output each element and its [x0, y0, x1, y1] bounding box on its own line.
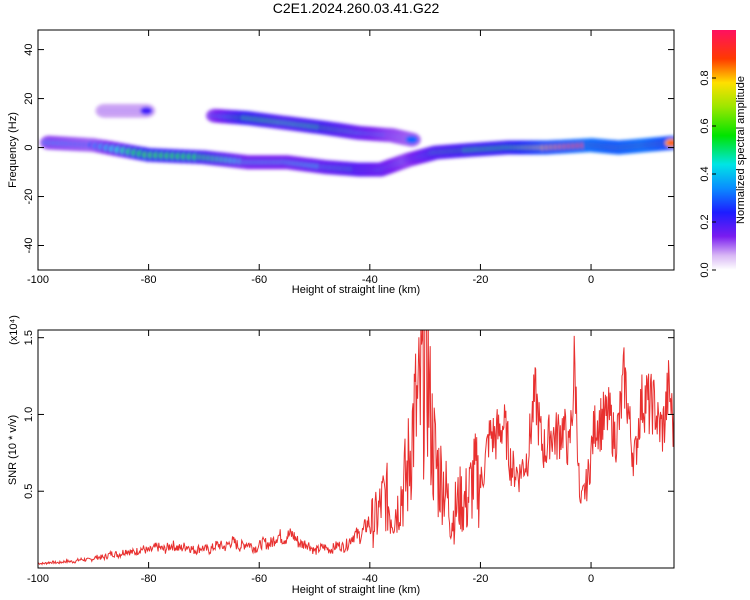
colorbar: 0.0 0.2 0.4 0.6 0.8 Normalized spectral ampl…: [699, 30, 747, 278]
colorbar-tick-label: 0.4: [699, 166, 711, 181]
snr-frame: [37, 329, 675, 569]
snr-y-ticks: 0.5 1.0 1.5: [23, 330, 674, 499]
snr-line: [38, 330, 674, 566]
colorbar-ticks: 0.0 0.2 0.4 0.6 0.8: [699, 70, 716, 278]
spectrogram-y-tick-label: -20: [23, 189, 35, 205]
snr-x-tick-label: -40: [362, 573, 378, 585]
snr-x-ticks: -100 -80 -60 -40 -20 0: [27, 330, 594, 585]
spectrogram-panel: -100 -80 -60 -40 -20 0 -40 -20 0 20 40 Height of …: [7, 29, 675, 296]
snr-y-tick-label: 1.0: [23, 407, 35, 422]
spectrogram-x-tick-label: -40: [362, 274, 378, 286]
colorbar-tick-label: 0.2: [699, 214, 711, 229]
spectrogram-x-ticks: -100 -80 -60 -40 -20 0: [27, 30, 594, 286]
spectrogram-x-tick-label: -100: [27, 274, 49, 286]
snr-series: [38, 330, 674, 566]
colorbar-gradient: [712, 30, 736, 270]
snr-x-tick-label: -80: [141, 573, 157, 585]
spectrogram-y-tick-label: -40: [23, 238, 35, 254]
spectrogram-x-tick-label: -60: [251, 274, 267, 286]
colorbar-tick-label: 0.0: [699, 262, 711, 277]
snr-x-tick-label: 0: [588, 573, 594, 585]
spectrogram-x-tick-label: -20: [472, 274, 488, 286]
spectrogram-y-axis-title: Frequency (Hz): [7, 112, 19, 188]
spectrogram-y-tick-label: 20: [23, 92, 35, 104]
spectrogram-frame: [37, 29, 675, 271]
spectrogram-y-ticks: -40 -20 0 20 40: [23, 43, 674, 253]
snr-x-tick-label: -100: [27, 573, 49, 585]
snr-x-tick-label: -60: [251, 573, 267, 585]
spectrogram-x-tick-label: 0: [588, 274, 594, 286]
spectrogram-x-tick-label: -80: [141, 274, 157, 286]
chart-title: C2E1.2024.260.03.41.G22: [273, 0, 440, 16]
colorbar-label: Normalized spectral amplitude: [735, 76, 747, 224]
snr-panel: -100 -80 -60 -40 -20 0 0.5 1.0 1.5 Height of st…: [7, 315, 675, 596]
snr-x-tick-label: -20: [472, 573, 488, 585]
spectrogram-y-tick-label: 40: [23, 43, 35, 55]
colorbar-tick-label: 0.8: [699, 70, 711, 85]
spectrogram-y-tick-label: 0: [23, 144, 35, 150]
spectrogram-marks: [40, 103, 674, 177]
snr-y-tick-label: 0.5: [23, 484, 35, 499]
spectrogram-cell: [405, 135, 418, 144]
snr-y-axis-title: SNR (10 * v/v): [7, 415, 19, 485]
spectrogram-x-axis-title: Height of straight line (km): [292, 284, 420, 296]
spectrogram-peak: [667, 140, 674, 145]
snr-y-multiplier: (x10⁴): [8, 315, 20, 345]
snr-y-tick-label: 1.5: [23, 330, 35, 345]
spectrogram-cell: [140, 106, 153, 115]
snr-x-axis-title: Height of straight line (km): [292, 584, 420, 596]
snr-plot-area: [38, 330, 674, 568]
colorbar-tick-label: 0.6: [699, 118, 711, 133]
